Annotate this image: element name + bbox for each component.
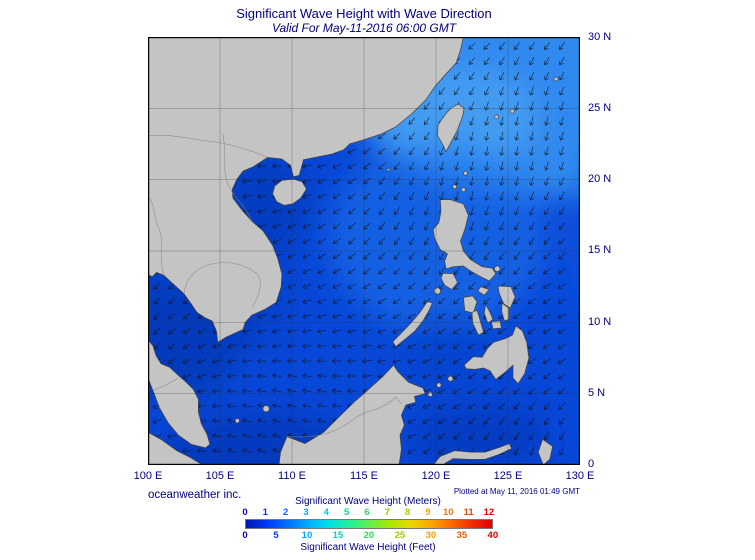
legend-gradient-bar <box>245 519 493 529</box>
lat-label: 10 N <box>588 315 612 328</box>
grid-lines <box>148 37 580 465</box>
legend-tick: 4 <box>323 507 329 518</box>
legend-tick: 40 <box>487 530 499 541</box>
lat-label: 20 N <box>588 173 612 186</box>
valid-time-subtitle: Valid For May-11-2016 06:00 GMT <box>271 21 457 35</box>
lat-label: 0 <box>588 458 595 471</box>
lat-label: 15 N <box>588 244 612 257</box>
longitude-axis: 100 E 105 E 110 E 115 E 120 E 125 E 130 E <box>134 470 595 484</box>
legend-tick: 25 <box>394 530 406 541</box>
lon-label: 130 E <box>565 470 595 482</box>
plotted-timestamp: Plotted at May 11, 2016 01:49 GMT <box>453 487 580 496</box>
oceanweather-credit: oceanweather inc. <box>148 489 242 501</box>
legend-tick: 0 <box>242 530 248 541</box>
lon-label: 105 E <box>205 470 235 482</box>
land-sulawesi <box>432 443 512 465</box>
legend-tick: 1 <box>262 507 268 518</box>
legend-tick: 10 <box>301 530 313 541</box>
lat-label: 5 N <box>588 387 606 400</box>
small-islands <box>234 76 559 424</box>
lon-label: 100 E <box>133 470 163 482</box>
map-container <box>148 37 580 465</box>
wave-height-map <box>148 37 580 465</box>
map-frame <box>148 37 580 465</box>
legend-tick: 6 <box>364 507 370 518</box>
legend-tick: 20 <box>363 530 375 541</box>
land-sumatra <box>148 431 204 465</box>
land-palawan <box>392 301 433 347</box>
legend-tick: 5 <box>343 507 350 518</box>
legend-tick: 8 <box>404 507 411 518</box>
land-luzon <box>432 199 497 282</box>
lat-label: 30 N <box>588 30 612 43</box>
lon-label: 125 E <box>493 470 523 482</box>
page-title: Significant Wave Height with Wave Direct… <box>236 6 492 21</box>
legend-tick: 9 <box>425 507 431 518</box>
legend-tick: 30 <box>425 530 437 541</box>
legend-meters-ticks: 0 1 2 3 4 5 6 7 8 9 10 11 12 <box>242 507 495 518</box>
legend-feet-ticks: 0 5 10 15 20 25 30 35 40 <box>242 530 498 541</box>
country-borders <box>148 133 402 438</box>
land-mindoro <box>440 272 458 290</box>
legend-feet-label: Significant Wave Height (Feet) <box>300 542 436 553</box>
legend-tick: 10 <box>442 507 454 518</box>
legend-tick: 5 <box>273 530 279 541</box>
legend-tick: 12 <box>483 507 495 518</box>
legend-tick: 3 <box>303 507 309 518</box>
land-taiwan <box>437 103 465 153</box>
legend-tick: 11 <box>463 507 474 518</box>
lon-label: 110 E <box>278 470 306 482</box>
legend-tick: 7 <box>384 507 390 518</box>
legend-tick: 2 <box>282 507 289 518</box>
lat-label: 25 N <box>588 101 612 114</box>
latitude-axis: 30 N 25 N 20 N 15 N 10 N 5 N 0 <box>588 31 633 471</box>
legend-meters-label: Significant Wave Height (Meters) <box>295 496 441 507</box>
lon-label: 120 E <box>421 470 451 482</box>
land-halmahera <box>537 438 553 465</box>
legend-tick: 0 <box>242 507 248 518</box>
legend-tick: 35 <box>456 530 468 541</box>
lon-label: 115 E <box>350 470 378 482</box>
land-visayas <box>463 285 516 336</box>
land-asia-mainland <box>148 37 464 343</box>
land-hainan <box>272 178 307 206</box>
legend-tick: 15 <box>332 530 344 541</box>
land-mindanao <box>463 325 530 385</box>
